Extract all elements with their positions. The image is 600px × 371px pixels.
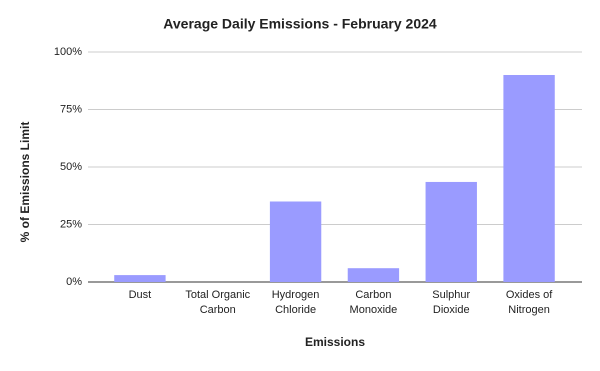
y-tick-label: 25% — [60, 218, 82, 230]
y-tick-label: 100% — [54, 46, 82, 58]
x-tick-label: Total Organic Carbon — [185, 289, 251, 316]
x-tick-label: Oxides of Nitrogen — [505, 289, 553, 316]
y-tick-label: 50% — [60, 161, 82, 173]
y-tick-label: 75% — [60, 103, 82, 115]
x-tick-label: Dust — [128, 289, 152, 301]
x-tick-label: Hydrogen Chloride — [271, 289, 320, 316]
bar — [269, 201, 322, 282]
bar — [503, 75, 555, 282]
x-tick-label: Sulphur Dioxide — [432, 289, 471, 316]
y-axis-title: % of Emissions Limit — [18, 122, 32, 243]
bar — [347, 268, 400, 282]
x-axis-title: Emissions — [305, 335, 365, 349]
y-tick-label: 0% — [66, 276, 82, 288]
x-tick-label: Carbon Monoxide — [349, 289, 398, 316]
chart-title: Average Daily Emissions - February 2024 — [163, 16, 437, 32]
bar — [114, 275, 166, 282]
bar — [425, 181, 477, 282]
